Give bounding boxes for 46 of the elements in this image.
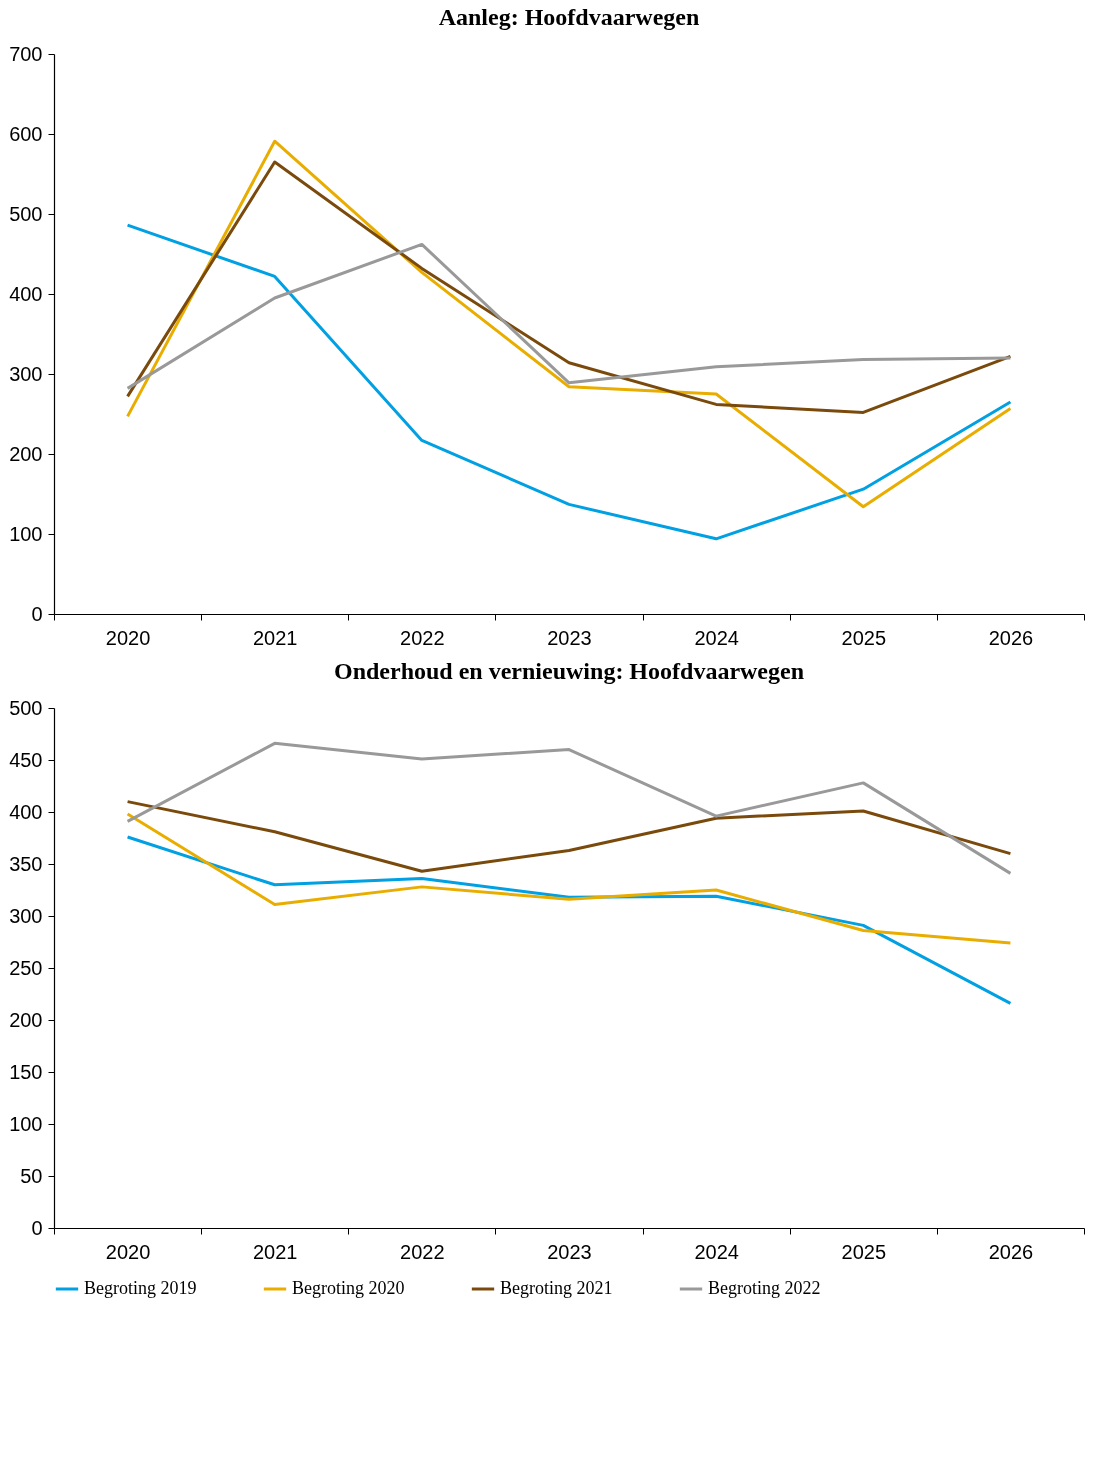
- y-tick-label: 150: [9, 1060, 43, 1083]
- x-tick-label: 2024: [694, 626, 739, 649]
- x-tick-label: 2025: [841, 1240, 887, 1263]
- y-tick-label: 500: [9, 696, 43, 719]
- y-tick-label: 200: [9, 442, 43, 465]
- x-tick-label: 2020: [105, 626, 151, 649]
- y-tick-label: 200: [9, 1008, 43, 1031]
- y-tick-label: 100: [9, 522, 43, 545]
- legend-label: Begroting 2022: [708, 1278, 821, 1298]
- x-tick-label: 2026: [988, 1240, 1034, 1263]
- x-tick-label: 2021: [252, 1240, 298, 1263]
- y-tick-label: 400: [9, 800, 43, 823]
- x-tick-label: 2022: [400, 1240, 445, 1263]
- line-series: [126, 741, 1012, 875]
- x-tick-label: 2024: [694, 1240, 739, 1263]
- line-series: [126, 242, 1012, 390]
- y-tick-label: 350: [9, 852, 43, 875]
- y-tick-label: 0: [31, 1216, 43, 1239]
- legend-label: Begroting 2020: [292, 1278, 405, 1298]
- y-tick-label: 700: [9, 42, 43, 65]
- y-tick-label: 300: [9, 904, 43, 927]
- y-tick-label: 450: [9, 748, 43, 771]
- line-series: [126, 223, 1012, 541]
- line-series: [126, 139, 1012, 509]
- y-tick-label: 300: [9, 362, 43, 385]
- x-tick-label: 2026: [988, 626, 1034, 649]
- x-tick-label: 2023: [547, 626, 592, 649]
- x-tick-label: 2025: [841, 626, 887, 649]
- y-tick-label: 250: [9, 956, 43, 979]
- y-tick-label: 500: [9, 202, 43, 225]
- y-tick-label: 0: [31, 602, 43, 625]
- legend-label: Begroting 2021: [500, 1278, 613, 1298]
- x-tick-label: 2021: [252, 626, 298, 649]
- line-series: [126, 800, 1012, 873]
- y-tick-label: 100: [9, 1112, 43, 1135]
- line-series: [126, 812, 1012, 945]
- x-tick-label: 2022: [400, 626, 445, 649]
- legend-label: Begroting 2019: [84, 1278, 197, 1298]
- line-series: [126, 160, 1012, 414]
- chart-title: Aanleg: Hoofdvaarwegen: [438, 4, 700, 30]
- y-tick-label: 600: [9, 122, 43, 145]
- x-tick-label: 2023: [547, 1240, 592, 1263]
- x-tick-label: 2020: [105, 1240, 151, 1263]
- y-tick-label: 50: [20, 1164, 43, 1187]
- chart-title: Onderhoud en vernieuwing: Hoofdvaarwegen: [333, 658, 805, 684]
- y-tick-label: 400: [9, 282, 43, 305]
